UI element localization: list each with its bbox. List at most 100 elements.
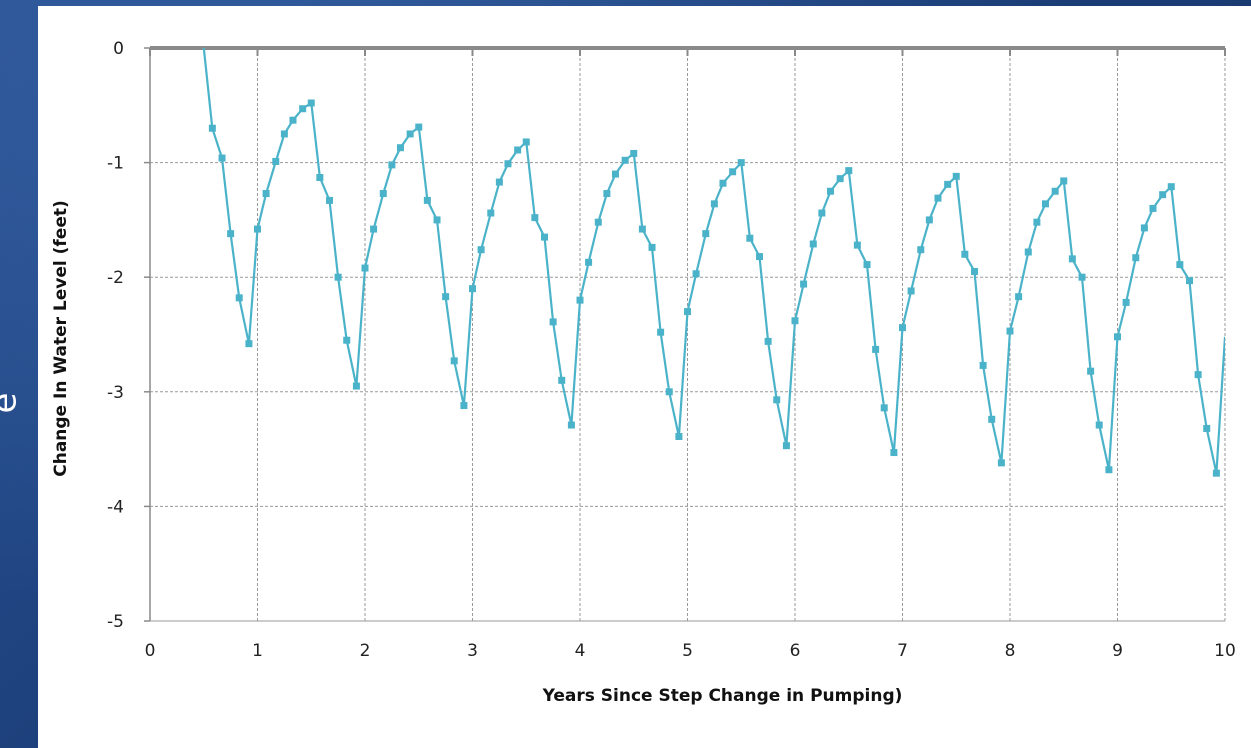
y-tick-label--5: -5 (107, 612, 124, 632)
data-point-0-108 (1167, 183, 1175, 191)
data-point-0-96 (1060, 177, 1068, 185)
x-tick-label-0: 0 (145, 641, 156, 661)
y-tick-label--4: -4 (107, 497, 124, 517)
y-axis-title: Change In Water Level (feet) (51, 200, 71, 477)
data-point-0-85 (961, 250, 969, 258)
data-point-0-111 (1194, 371, 1202, 379)
data-point-0-95 (1051, 187, 1059, 195)
data-point-0-4 (235, 294, 243, 302)
data-point-0-97 (1068, 255, 1076, 263)
data-point-0-13 (316, 173, 324, 181)
data-point-0-113 (1212, 469, 1220, 477)
y-tick-label--2: -2 (107, 268, 124, 288)
data-point-0-99 (1087, 367, 1095, 375)
data-point-0-71 (836, 175, 844, 183)
x-tick-label-6: 6 (790, 641, 801, 661)
data-point-0-10 (289, 116, 297, 124)
data-point-0-50 (648, 243, 656, 251)
data-point-0-76 (880, 404, 888, 412)
data-point-0-49 (638, 225, 646, 233)
data-point-0-74 (863, 261, 871, 269)
data-point-0-63 (764, 337, 772, 345)
data-point-0-93 (1033, 218, 1041, 226)
data-point-0-2 (218, 154, 226, 162)
data-point-0-88 (988, 415, 996, 423)
data-point-0-82 (934, 194, 942, 202)
data-point-0-64 (773, 396, 781, 404)
data-point-0-3 (227, 230, 235, 238)
data-point-0-73 (853, 241, 861, 249)
data-point-0-84 (952, 172, 960, 180)
data-point-0-110 (1186, 277, 1194, 285)
data-point-0-103 (1122, 298, 1130, 306)
data-point-0-27 (442, 293, 450, 301)
data-point-0-6 (254, 225, 261, 233)
data-point-0-43 (585, 258, 593, 266)
axis-layer (144, 46, 1226, 622)
data-point-0-101 (1105, 466, 1113, 474)
data-point-0-5 (245, 340, 253, 348)
data-point-0-59 (729, 168, 737, 176)
data-point-0-66 (791, 317, 799, 325)
data-point-0-7 (262, 190, 270, 198)
data-point-0-53 (675, 432, 683, 440)
data-point-0-81 (925, 216, 933, 224)
data-point-0-83 (944, 180, 952, 188)
series-layer (202, 47, 1225, 477)
data-point-0-77 (890, 449, 898, 457)
label-layer: 0 1 2 3 4 5 6 7 8 9 10 0 -1 -2 -3 -4 -5 (107, 39, 1236, 661)
data-point-0-21 (388, 161, 396, 169)
x-tick-label-4: 4 (575, 641, 586, 661)
data-point-0-60 (737, 159, 745, 167)
data-point-0-87 (979, 361, 987, 369)
data-point-0-109 (1176, 261, 1184, 269)
data-point-0-54 (684, 308, 691, 316)
data-point-0-31 (477, 246, 485, 254)
data-point-0-11 (299, 105, 307, 113)
data-point-0-41 (567, 421, 575, 429)
x-tick-label-5: 5 (682, 641, 693, 661)
data-point-0-8 (272, 157, 280, 165)
y-tick-label--1: -1 (107, 154, 124, 174)
data-point-0-44 (594, 218, 602, 226)
data-point-0-36 (522, 138, 530, 146)
data-point-0-69 (818, 209, 826, 217)
y-tick-label--3: -3 (107, 383, 124, 403)
data-point-0-35 (514, 146, 522, 154)
data-point-0-72 (845, 167, 853, 175)
data-point-0-91 (1015, 293, 1023, 301)
data-point-0-34 (504, 160, 512, 168)
data-point-0-56 (702, 230, 710, 238)
data-point-0-79 (907, 287, 915, 295)
data-point-0-24 (415, 123, 423, 131)
data-point-0-70 (826, 187, 834, 195)
data-point-0-28 (450, 357, 458, 365)
data-point-0-45 (603, 190, 611, 198)
slide-stray-glyph: e (0, 393, 24, 414)
x-tick-label-1: 1 (252, 641, 263, 661)
y-tick-label-0: 0 (113, 39, 124, 59)
data-point-0-68 (809, 240, 817, 248)
data-point-0-40 (558, 376, 566, 384)
data-point-0-112 (1203, 424, 1211, 432)
line-chart: 0 1 2 3 4 5 6 7 8 9 10 0 -1 -2 -3 -4 -5 Years Since Step… (51, 39, 1236, 706)
data-point-0-17 (352, 382, 360, 390)
data-point-0-33 (495, 178, 503, 186)
data-point-0-37 (531, 214, 539, 222)
data-point-0-39 (549, 318, 557, 326)
x-tick-label-9: 9 (1112, 641, 1123, 661)
data-point-0-65 (782, 442, 790, 450)
data-point-0-19 (370, 225, 378, 233)
data-point-0-80 (917, 246, 925, 254)
data-point-0-106 (1149, 204, 1157, 212)
chart-panel: 0 1 2 3 4 5 6 7 8 9 10 0 -1 -2 -3 -4 -5 Years Since Step… (38, 6, 1251, 748)
data-point-0-14 (326, 196, 334, 204)
data-point-0-29 (460, 402, 468, 410)
data-point-0-12 (307, 99, 315, 107)
data-point-0-102 (1114, 333, 1121, 341)
data-point-0-89 (997, 459, 1005, 467)
data-point-0-22 (396, 144, 404, 152)
data-point-0-16 (343, 336, 351, 344)
data-point-0-20 (379, 190, 387, 198)
data-point-0-55 (692, 270, 700, 278)
